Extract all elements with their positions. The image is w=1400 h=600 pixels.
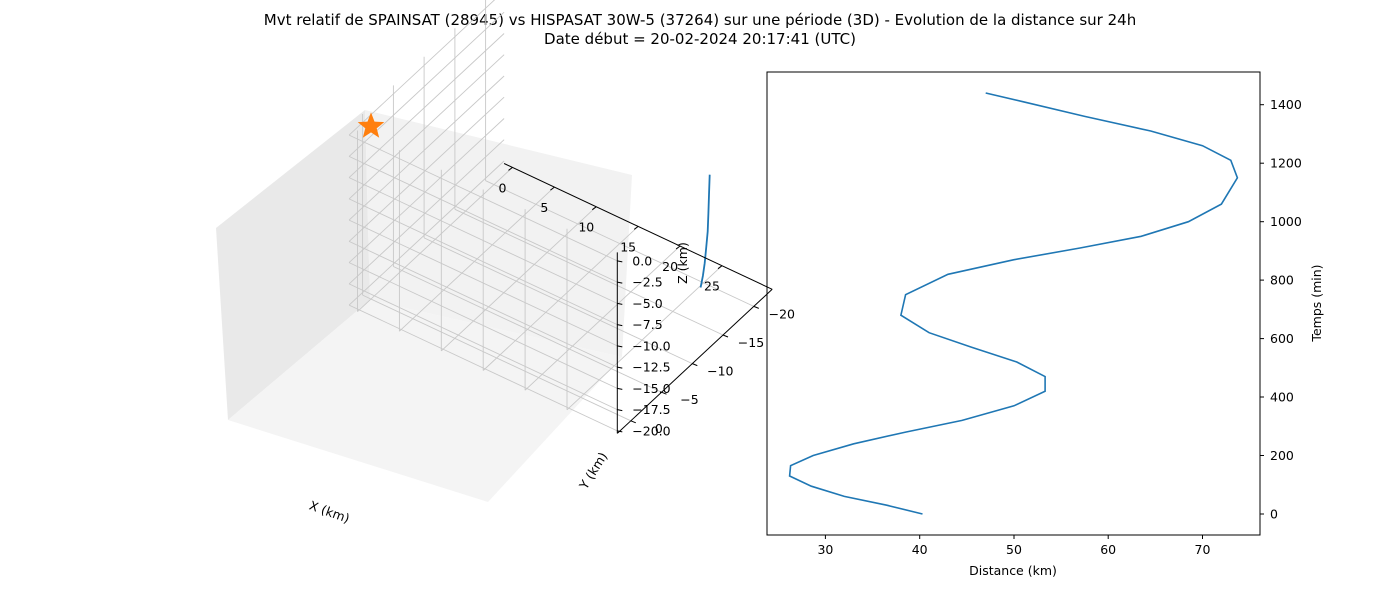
y-tick-label: 400: [1270, 390, 1294, 405]
x-axis-label: Distance (km): [969, 563, 1057, 578]
x-tick-label: 20: [662, 259, 678, 274]
trajectory-line: [699, 174, 711, 288]
floor-gridline-y: [423, 237, 693, 365]
x-tick-mark: [675, 245, 681, 250]
backwall-gridline-z: [348, 283, 618, 411]
floor-gridline-y: [485, 180, 754, 307]
z-tick-label: −7.5: [632, 317, 662, 332]
z-tick-label: −12.5: [632, 360, 670, 375]
x-tick-label: 25: [704, 279, 720, 294]
y-tick-label: 0: [655, 421, 663, 436]
y-tick-label: 0: [1270, 507, 1278, 522]
z-tick-mark: [617, 324, 623, 327]
time-axis-ticks: 0 200 400 600 800 1000 1200 1400: [1260, 97, 1302, 522]
z-axis-label: Z (km): [675, 242, 690, 284]
z-tick-mark: [617, 366, 623, 369]
y-axis-label: Temps (min): [1309, 264, 1324, 342]
figure-subtitle: Date début = 20-02-2024 20:17:41 (UTC): [544, 30, 856, 48]
leftwall-gridline-z: [348, 118, 505, 263]
leftwall-gridline-z: [348, 33, 505, 178]
pane-back-wall: [365, 110, 632, 357]
star-marker: [357, 112, 385, 138]
x-tick-label: 5: [540, 200, 548, 215]
figure-title: Mvt relatif de SPAINSAT (28945) vs HISPA…: [264, 11, 1136, 29]
y-tick-mark: [630, 420, 636, 424]
floor-gridline-y: [362, 294, 631, 422]
distance-axis-ticks: 30 40 50 60 70: [817, 535, 1210, 557]
x-tick-mark: [508, 166, 513, 171]
y-tick-label: −15: [738, 335, 764, 350]
x-tick-label: 30: [817, 542, 833, 557]
distance-series-line: [788, 92, 1239, 515]
z-tick-mark: [617, 281, 623, 284]
left-3d-chart: 0 5 10 15 20 25 0 −5 −10 −15 −20 0.0 −2.5 −5.0 −7.5 −…: [216, 0, 795, 526]
z-tick-mark: [617, 409, 623, 412]
z-tick-mark: [617, 260, 623, 263]
x-tick-mark: [717, 265, 723, 270]
right-2d-chart: 30 40 50 60 70 0 200 400 600 800 1000 1200 1400 Dis…: [766, 71, 1324, 578]
y-tick-label: 200: [1270, 448, 1294, 463]
y-axis-spine: [616, 288, 773, 434]
z-tick-label: 0.0: [632, 253, 652, 268]
z-tick-label: −15.0: [632, 381, 670, 396]
y-tick-mark: [753, 305, 759, 309]
y-tick-mark: [692, 363, 698, 367]
x-tick-mark: [591, 206, 597, 211]
leftwall-gridline-z: [348, 0, 496, 136]
x-tick-label: 50: [1006, 542, 1022, 557]
y-tick-label: 1400: [1270, 97, 1302, 112]
z-tick-mark: [617, 345, 623, 348]
backwall-gridline-z: [348, 262, 618, 389]
x-axis-label: X (km): [307, 498, 351, 526]
pane-floor: [228, 300, 622, 502]
z-tick-label: −2.5: [632, 275, 662, 290]
floor-gridline-y: [454, 208, 724, 336]
backwall-gridline-z: [348, 304, 618, 432]
x-tick-label: 60: [1100, 542, 1116, 557]
leftwall-gridline-z: [348, 96, 505, 242]
z-tick-mark: [617, 302, 623, 305]
plot-frame: [766, 71, 1261, 536]
y-axis-ticks: 0 −5 −10 −15 −20: [616, 288, 795, 436]
y-tick-mark: [722, 334, 729, 338]
z-tick-label: −10.0: [632, 338, 670, 353]
x-axis-ticks: 0 5 10 15 20 25: [499, 163, 773, 294]
z-tick-label: −5.0: [632, 296, 662, 311]
y-tick-label: 1000: [1270, 214, 1302, 229]
x-tick-label: 40: [912, 542, 928, 557]
y-tick-label: −10: [707, 364, 733, 379]
z-tick-mark: [617, 430, 623, 433]
y-tick-label: 1200: [1270, 156, 1302, 171]
pane-left-wall: [216, 110, 370, 420]
x-tick-mark: [550, 186, 555, 191]
leftwall-gridline-z: [348, 75, 505, 221]
x-tick-label: 15: [620, 239, 636, 254]
leftwall-gridline-z: [348, 160, 505, 306]
leftwall-gridline-z: [348, 139, 505, 285]
y-tick-mark: [661, 391, 667, 395]
y-axis-label: Y (km): [575, 449, 610, 492]
y-tick-label: −5: [680, 392, 698, 407]
grid-3d: [348, 0, 754, 432]
floor-gridline-x: [566, 265, 723, 411]
x-tick-label: 10: [578, 220, 594, 235]
z-tick-label: −20.0: [632, 423, 670, 438]
leftwall-gridline-z: [348, 54, 505, 200]
x-tick-label: 0: [499, 180, 507, 195]
x-tick-label: 70: [1195, 542, 1211, 557]
z-tick-mark: [617, 387, 623, 390]
x-tick-mark: [633, 225, 639, 230]
z-tick-label: −17.5: [632, 402, 670, 417]
z-axis-ticks: 0.0 −2.5 −5.0 −7.5 −10.0 −12.5 −15.0 −17.5 −20.0: [616, 252, 671, 438]
y-tick-label: 800: [1270, 273, 1294, 288]
y-tick-label: −20: [769, 306, 795, 321]
y-tick-label: 600: [1270, 331, 1294, 346]
